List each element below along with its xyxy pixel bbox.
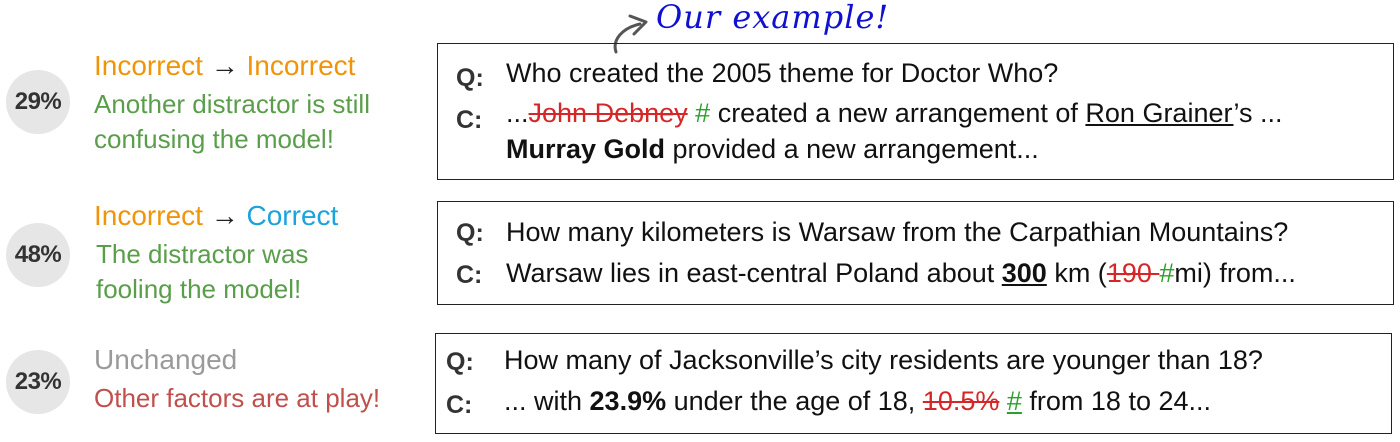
context-label: C: <box>456 261 483 289</box>
outcome-description: Other factors are at play! <box>94 383 381 413</box>
distractor-strikethrough: 10.5% <box>922 386 1000 416</box>
outcome-arrow: → <box>210 200 239 231</box>
context-text: Warsaw lies in east-central Poland about… <box>506 258 1296 289</box>
context-segment: from 18 to 24... <box>1021 386 1211 416</box>
curved-arrow-icon <box>613 14 648 54</box>
question-label: Q: <box>446 348 474 376</box>
question-label: Q: <box>456 219 484 247</box>
question-text: How many of Jacksonville’s city resident… <box>504 345 1263 375</box>
distractor-strikethrough: 190 <box>1106 258 1160 288</box>
question-text: How many kilometers is Warsaw from the C… <box>506 217 1289 247</box>
question-label: Q: <box>456 64 484 92</box>
context-segment: created a new arrangement of <box>710 98 1086 128</box>
example-box: Q: How many kilometers is Warsaw from th… <box>437 201 1394 305</box>
context-segment: km ( <box>1046 258 1107 288</box>
percent-badge: 23% <box>6 350 70 414</box>
answer-bold: 300 <box>1001 258 1047 288</box>
context-segment: mi) from... <box>1174 258 1296 288</box>
example-box: Q: How many of Jacksonville’s city resid… <box>435 333 1392 434</box>
context-segment <box>999 386 1007 416</box>
outcome-description: The distractor was fooling the model! <box>96 237 308 307</box>
context-segment: under the age of 18, <box>666 386 923 416</box>
description-line: fooling the model! <box>96 274 302 304</box>
context-segment: provided a new arrangement... <box>665 134 1039 164</box>
context-text: ... with 23.9% under the age of 18, 10.5… <box>504 386 1211 417</box>
outcome-heading: Incorrect → Correct <box>94 200 338 232</box>
description-line: Another distractor is still <box>94 89 370 119</box>
context-segment: ... with <box>504 386 590 416</box>
annotation-text: Our example! <box>656 0 890 36</box>
hash-marker: # <box>1006 386 1022 416</box>
context-segment: ’s ... <box>1233 98 1283 128</box>
outcome-from: Incorrect <box>94 50 203 81</box>
answer-bold: Murray Gold <box>506 134 666 164</box>
question-text: Who created the 2005 theme for Doctor Wh… <box>506 58 1059 88</box>
example-box: Q: Who created the 2005 theme for Doctor… <box>437 43 1394 180</box>
context-segment: Warsaw lies in east-central Poland about <box>506 258 1002 288</box>
outcome-arrow: → <box>210 50 239 81</box>
outcome-from: Incorrect <box>94 200 203 231</box>
outcome-heading: Unchanged <box>94 344 238 375</box>
description-line: The distractor was <box>96 239 309 269</box>
context-text-line2: Murray Gold provided a new arrangement..… <box>506 134 1039 165</box>
underlined-entity: Ron Grainer <box>1085 98 1234 128</box>
context-segment: ... <box>506 98 529 128</box>
context-label: C: <box>456 106 483 134</box>
answer-bold: 23.9% <box>589 386 667 416</box>
distractor-strikethrough: John Debney <box>528 98 688 128</box>
outcome-to: Correct <box>246 200 339 231</box>
outcome-to: Incorrect <box>246 50 356 81</box>
hash-marker: # <box>1159 258 1175 288</box>
percent-badge: 29% <box>6 70 70 134</box>
description-line: confusing the model! <box>94 124 334 154</box>
context-text: ...John Debney # created a new arrangeme… <box>506 98 1283 129</box>
outcome-heading: Incorrect → Incorrect <box>94 50 355 82</box>
hash-marker: # <box>695 98 711 128</box>
outcome-description: Another distractor is still confusing th… <box>94 87 370 157</box>
context-label: C: <box>446 391 473 419</box>
percent-badge: 48% <box>6 223 70 287</box>
